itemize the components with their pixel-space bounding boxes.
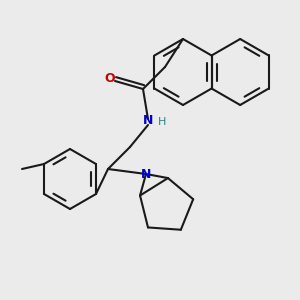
Text: N: N [143,113,153,127]
Text: H: H [158,117,166,127]
Text: O: O [105,71,115,85]
Text: N: N [141,167,151,181]
